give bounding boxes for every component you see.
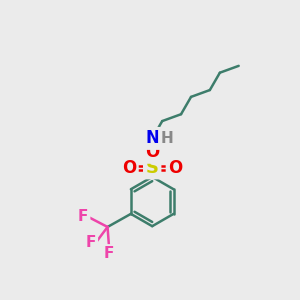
Text: S: S bbox=[146, 159, 159, 177]
Text: F: F bbox=[104, 246, 114, 261]
Text: O: O bbox=[145, 143, 159, 161]
Text: N: N bbox=[145, 129, 159, 147]
Text: F: F bbox=[78, 209, 88, 224]
Text: O: O bbox=[168, 159, 182, 177]
Text: O: O bbox=[122, 159, 136, 177]
Text: H: H bbox=[160, 131, 173, 146]
Text: F: F bbox=[85, 235, 96, 250]
